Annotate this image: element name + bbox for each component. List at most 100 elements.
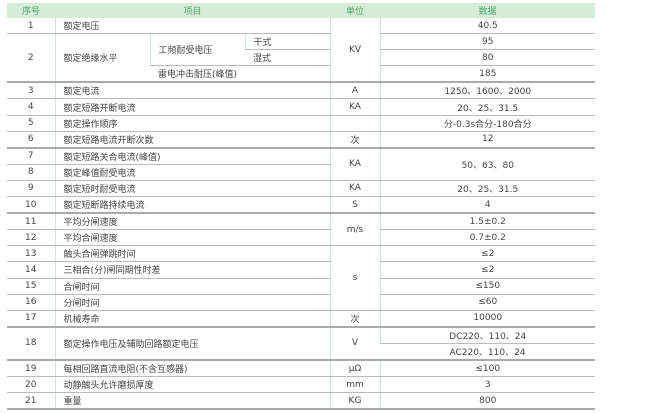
row-item: 额定短断路持续电流	[54, 196, 330, 215]
row-unit: KV	[329, 18, 380, 84]
row-subitem-wet: 湿式	[245, 49, 330, 67]
row-no: 14	[7, 261, 55, 279]
row-no: 20	[7, 376, 55, 394]
table-row: AC220、110、24	[7, 343, 595, 361]
table-row: 1 额定电压 KV 40.5	[7, 18, 595, 84]
header-item: 项目	[55, 3, 330, 18]
row-unit: 次	[329, 131, 380, 149]
row-item: 额定电压	[54, 18, 330, 35]
table-row: 17 机械寿命次 10000	[7, 310, 595, 328]
row-value: ≤100	[379, 359, 595, 378]
row-item: 额定短时耐受电流	[54, 180, 330, 198]
table-row: 10 额定短断路持续电流 S 4	[7, 196, 595, 215]
row-no: 19	[7, 359, 55, 378]
row-no: 4	[7, 98, 55, 116]
row-item: 额定操作顺序	[54, 115, 330, 132]
row-unit: KA	[329, 180, 380, 198]
row-value: 分-0.3s合分-180合分	[379, 115, 595, 132]
row-value: DC220、110、24	[379, 326, 595, 344]
row-unit: m/s	[329, 213, 380, 247]
row-item: 机械寿命	[54, 310, 330, 328]
row-value: 1250、1600、2000	[379, 82, 595, 100]
table-row: 20 动静触头允许磨损厚度 mm 3	[7, 376, 595, 394]
row-unit: μΩ	[329, 359, 380, 378]
row-item: 额定绝缘水平	[54, 33, 150, 84]
row-item: 三相合(分)闸同期性时差	[54, 261, 330, 279]
row-value: ≤150	[379, 278, 595, 295]
row-value: 3	[379, 376, 595, 394]
row-no: 11	[7, 213, 55, 231]
row-item: 合闸时间	[54, 278, 330, 295]
row-no: 9	[7, 180, 55, 198]
row-unit: KA	[329, 98, 380, 116]
table-row: 7 额定短路关合电流(峰值) KA 50、63、80	[7, 147, 595, 181]
row-item: 重量	[54, 392, 330, 411]
table-row: 16 分闸时间 ≤60	[7, 294, 595, 311]
table-row: 8 额定峰值耐受电流	[7, 164, 595, 181]
row-no: 17	[7, 310, 55, 328]
table-row: 4 额定短路开断电流 KA 20、25、31.5	[7, 98, 595, 116]
row-no: 21	[7, 392, 55, 411]
row-unit: 次	[329, 310, 380, 328]
spec-table: 序号 项目 单位 数据 1 额定电压 KV 40.5 2 额定绝缘水平 工频耐受…	[7, 3, 595, 411]
row-item: 触头合闸弹跳时间	[54, 245, 330, 263]
table-row: 雷电冲击耐压(峰值) 185	[7, 65, 595, 84]
row-value: 12	[379, 131, 595, 149]
row-unit	[329, 115, 380, 132]
row-subitem-dry: 干式	[244, 33, 330, 51]
table-row: 9 额定短时耐受电流 KA 20、25、31.5	[7, 180, 595, 198]
row-unit: mm	[329, 376, 380, 394]
row-value: 50、63、80	[379, 147, 595, 181]
row-item: 平均合闸速度	[54, 229, 330, 247]
row-subitem: 工频耐受电压	[149, 33, 245, 67]
row-value: 40.5	[379, 18, 595, 35]
row-value: ≤2	[379, 261, 595, 279]
row-no: 13	[7, 245, 55, 263]
row-item: 分闸时间	[54, 294, 330, 311]
row-item: 动静触头允许磨损厚度	[54, 376, 330, 394]
row-no: 12	[7, 229, 55, 247]
row-value: 800	[379, 392, 595, 411]
row-value: 4	[379, 196, 595, 215]
table-row: 湿式 80	[7, 49, 595, 67]
table-row: 18 额定操作电压及辅助回路额定电压 V DC220、110、24	[7, 326, 595, 361]
row-unit: V	[329, 326, 380, 361]
header-seq: 序号	[7, 3, 55, 18]
row-item: 每相回路直流电阻(不含互感器)	[54, 359, 330, 378]
row-value: 10000	[379, 310, 595, 328]
row-value: ≤60	[379, 294, 595, 311]
row-no: 15	[7, 278, 55, 295]
row-value: 20、25、31.5	[379, 180, 595, 198]
table-row: 15 合闸时间 ≤150	[7, 278, 595, 295]
row-unit: A	[329, 82, 380, 100]
row-item: 平均分闸速度	[54, 213, 330, 231]
row-unit: KA	[329, 147, 380, 181]
row-no: 5	[7, 115, 55, 132]
row-no: 1	[7, 18, 55, 35]
row-item: 额定短路电流开断次数	[54, 131, 330, 149]
row-no: 8	[7, 164, 55, 181]
row-value: 80	[379, 49, 595, 67]
row-value: 20、25、31.5	[379, 98, 595, 116]
row-item: 额定短路开断电流	[54, 98, 330, 116]
table-row: 6 额定短路电流开断次数次 12	[7, 131, 595, 149]
header-unit: 单位	[330, 3, 380, 18]
row-subitem: 雷电冲击耐压(峰值)	[150, 65, 330, 84]
header-data: 数据	[380, 3, 595, 18]
row-no: 3	[7, 82, 55, 100]
row-value: 0.7±0.2	[379, 229, 595, 247]
table-row: 12 平均合闸速度 0.7±0.2	[7, 229, 595, 247]
row-no: 18	[7, 326, 55, 361]
table-row: 11 平均分闸速度 m/s 1.5±0.2	[7, 213, 595, 247]
row-value: 1.5±0.2	[379, 213, 595, 231]
row-unit: KG	[329, 392, 380, 411]
table-row: 13 触头合闸弹跳时间 s ≤2	[7, 245, 595, 311]
row-no: 10	[7, 196, 55, 215]
row-item: 额定电流	[54, 82, 330, 100]
row-value: AC220、110、24	[380, 343, 595, 361]
table-row: 19 每相回路直流电阻(不含互感器) μΩ ≤100	[7, 359, 595, 378]
row-item: 额定操作电压及辅助回路额定电压	[54, 326, 330, 361]
row-item: 额定短路关合电流(峰值)	[54, 147, 330, 165]
header-row: 序号 项目 单位 数据	[7, 3, 595, 18]
row-no: 2	[7, 33, 55, 84]
